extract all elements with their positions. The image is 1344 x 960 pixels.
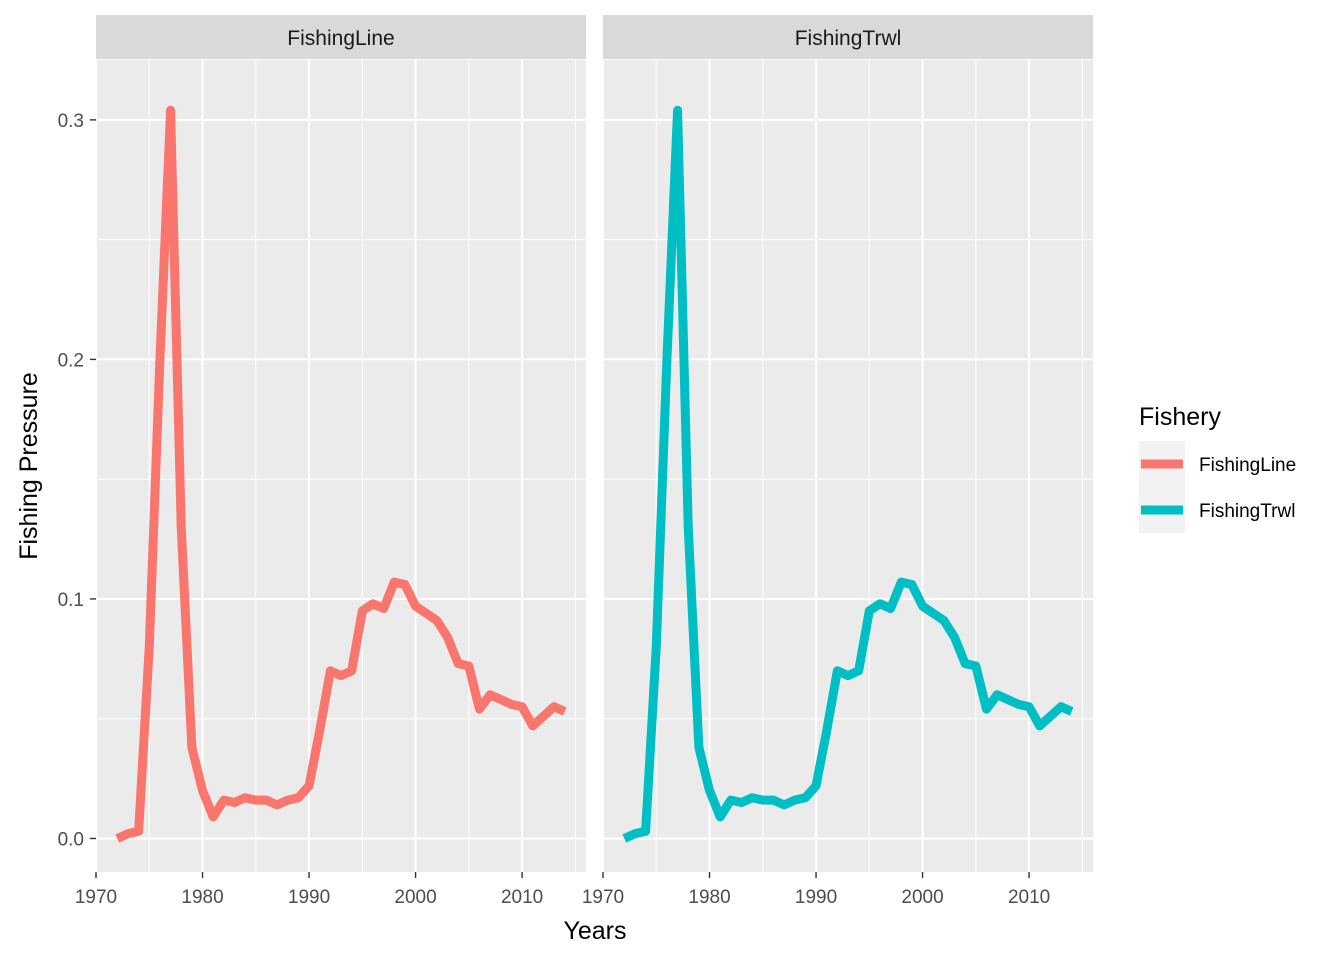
x-tick-label: 2010 (1008, 887, 1050, 908)
facet-panel-fishingtrwl: FishingTrwl 1970 1980 1990 2000 2010 (582, 15, 1093, 908)
y-axis-ticks: 0.0 0.1 0.2 0.3 (58, 111, 96, 850)
series-line-fishingline (115, 105, 567, 843)
x-tick-label: 1970 (75, 887, 117, 908)
y-tick-label: 0.1 (58, 590, 84, 611)
facet-panel-fishingline: FishingLine 1970 1980 1990 2000 2010 (75, 15, 586, 908)
y-tick-label: 0.3 (58, 111, 84, 132)
legend-label: FishingTrwl (1199, 501, 1295, 522)
facet-strip-label: FishingLine (287, 27, 394, 50)
x-axis-title: Years (563, 917, 626, 945)
facet-strip-label: FishingTrwl (795, 27, 902, 50)
legend-title: Fishery (1139, 403, 1221, 431)
legend-entry-fishingtrwl: FishingTrwl (1139, 487, 1295, 533)
series-line-fishingtrwl (622, 105, 1074, 843)
x-tick-label: 2000 (394, 887, 436, 908)
legend: Fishery FishingLine FishingTrwl (1139, 403, 1296, 533)
x-tick-label: 1990 (795, 887, 837, 908)
x-tick-label: 2000 (901, 887, 943, 908)
y-tick-label: 0.0 (58, 829, 84, 850)
x-tick-label: 1970 (582, 887, 624, 908)
x-tick-label: 1990 (288, 887, 330, 908)
legend-label: FishingLine (1199, 455, 1296, 476)
x-tick-label: 1980 (181, 887, 223, 908)
facet-strip (603, 15, 1093, 59)
x-tick-label: 1980 (688, 887, 730, 908)
x-tick-label: 2010 (501, 887, 543, 908)
y-tick-label: 0.2 (58, 350, 84, 371)
facet-strip (96, 15, 586, 59)
legend-entry-fishingline: FishingLine (1139, 441, 1296, 487)
y-axis-title: Fishing Pressure (15, 372, 43, 560)
